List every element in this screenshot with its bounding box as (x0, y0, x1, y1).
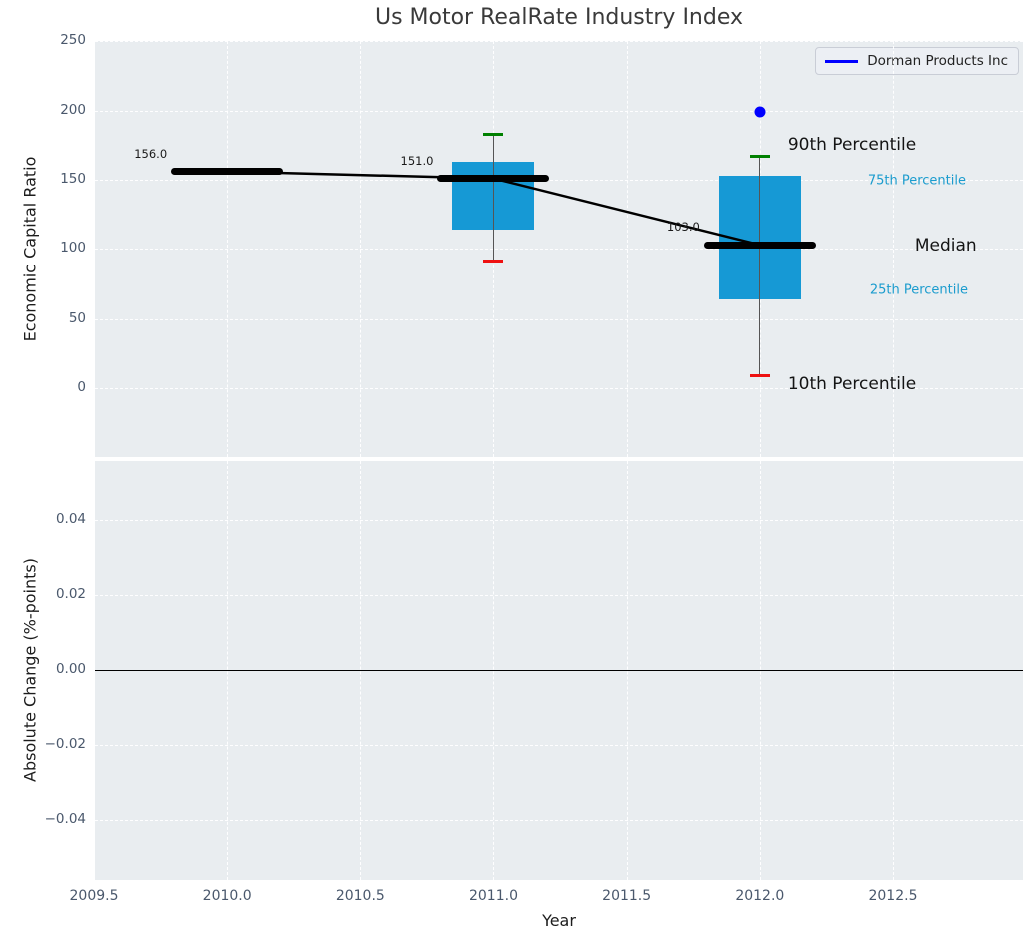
x-tick-label: 2010.5 (335, 888, 385, 904)
annotation-75th-percentile: 75th Percentile (867, 173, 966, 189)
cap-p10-2012 (749, 374, 770, 378)
legend-line-icon (825, 59, 859, 63)
chart-title: Us Motor RealRate Industry Index (374, 5, 744, 30)
gridline-h (95, 249, 1023, 251)
x-tick-label: 2010.0 (202, 888, 252, 904)
legend-label: Dorman Products Inc (867, 53, 1008, 69)
y-tick-label: 0.02 (55, 586, 86, 602)
y-tick-label: 0 (77, 379, 86, 395)
gridline-h (95, 110, 1023, 112)
whisker-2011 (492, 134, 494, 262)
gridline-h (95, 41, 1023, 43)
zero-line (95, 670, 1023, 671)
annotation-median: Median (914, 236, 977, 257)
gridline-v (227, 41, 229, 457)
y-tick-label: 200 (60, 101, 86, 118)
annotation-10th-percentile: 10th Percentile (787, 373, 917, 394)
median-value-label-2011: 151.0 (400, 153, 434, 168)
gridline-v (360, 41, 362, 457)
gridline-h (95, 179, 1023, 181)
gridline-v (892, 41, 894, 457)
gridline-h (95, 388, 1023, 389)
annotation-25th-percentile: 25th Percentile (869, 282, 968, 298)
cap-p90-2011 (483, 132, 504, 136)
axes-economic-capital-ratio: Dorman Products Inc 156.0 151.0 103.0 90th … (95, 41, 1023, 457)
y-tick-label: 250 (60, 32, 86, 49)
axes-absolute-change (95, 461, 1023, 880)
gridline-v (626, 41, 628, 457)
y-tick-label: 150 (60, 170, 86, 187)
legend: Dorman Products Inc (815, 47, 1019, 75)
median-line-2012 (703, 241, 816, 249)
median-value-label-2010: 156.0 (134, 146, 168, 161)
gridline-h (95, 520, 1023, 521)
median-line-2010 (171, 168, 284, 176)
company-point (754, 106, 766, 118)
y-tick-label: 100 (60, 240, 86, 257)
gridline-h (95, 318, 1023, 320)
y-tick-label: 50 (68, 309, 86, 326)
x-tick-label: 2012.5 (868, 888, 918, 904)
median-value-label-2012: 103.0 (666, 220, 700, 235)
median-line-2011 (437, 175, 550, 183)
x-axis-label: Year (542, 911, 576, 930)
gridline-h (95, 595, 1023, 596)
y-tick-label: −0.04 (44, 811, 86, 827)
x-tick-label: 2012.0 (735, 888, 785, 904)
y-tick-label: −0.02 (44, 736, 86, 752)
whisker-2012 (759, 156, 761, 376)
x-tick-label: 2011.5 (602, 888, 652, 904)
gridline-h (95, 745, 1023, 746)
gridline-v (493, 41, 495, 457)
y-tick-label: 0.04 (55, 511, 86, 527)
cap-p90-2012 (749, 154, 770, 158)
annotation-90th-percentile: 90th Percentile (787, 135, 917, 156)
gridline-h (95, 820, 1023, 821)
x-tick-label: 2009.5 (69, 888, 119, 904)
y-tick-label: 0.00 (55, 661, 86, 677)
cap-p10-2011 (483, 260, 504, 264)
x-tick-label: 2011.0 (468, 888, 518, 904)
median-trend-line (227, 170, 761, 247)
